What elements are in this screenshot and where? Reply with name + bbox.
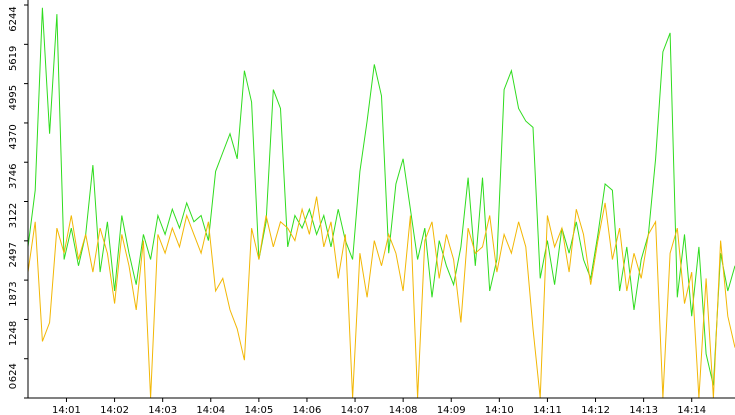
y-tick-label: 3746 [8,163,19,188]
x-tick-label: 14:12 [581,405,610,415]
x-tick-label: 14:14 [677,405,706,415]
x-tick-label: 14:09 [437,405,466,415]
y-tick-label: 624 [8,363,19,382]
series-line [27,7,735,386]
x-tick-label: 14:10 [485,405,514,415]
x-tick-label: 14:07 [341,405,370,415]
x-tick-label: 14:04 [196,405,225,415]
y-tick-label: 6244 [8,6,19,31]
x-tick-label: 14:01 [52,405,81,415]
series-line [27,196,735,399]
y-tick-label: 4995 [8,85,19,110]
plot-area [27,7,735,399]
y-tick-label: 2497 [8,242,19,267]
y-tick-label: 1873 [8,281,19,306]
x-tick-label: 14:03 [148,405,177,415]
y-tick-label: 0 [8,383,19,389]
x-tick-label: 14:11 [533,405,562,415]
y-tick-label: 3122 [8,203,19,228]
y-tick-label: 4370 [8,124,19,149]
y-tick-label: 1248 [8,321,19,346]
x-tick-label: 14:05 [244,405,273,415]
x-tick-label: 14:06 [293,405,322,415]
x-tick-label: 14:02 [100,405,129,415]
x-tick-label: 14:08 [389,405,418,415]
x-tick-label: 14:13 [629,405,658,415]
y-tick-label: 5619 [8,46,19,71]
